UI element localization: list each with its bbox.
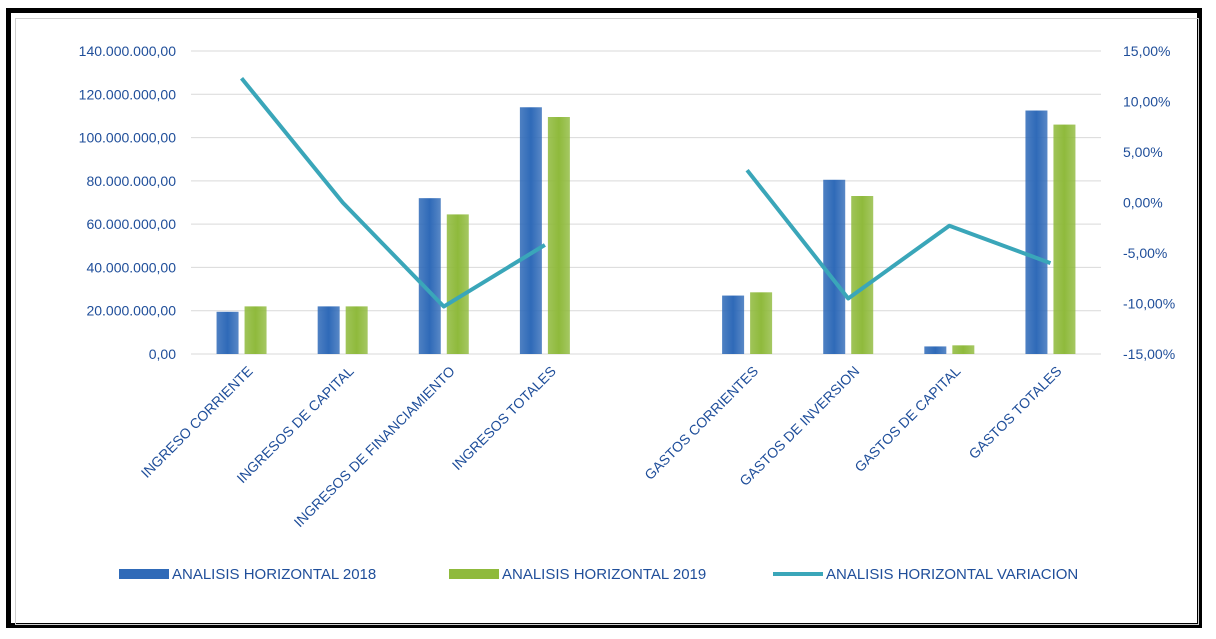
left-tick-label: 140.000.000,00 xyxy=(79,43,177,59)
legend-label: ANALISIS HORIZONTAL 2018 xyxy=(172,566,376,583)
category-label: INGRESOS DE CAPITAL xyxy=(233,363,357,487)
right-tick-label: 15,00% xyxy=(1123,43,1170,59)
legend-swatch xyxy=(119,569,169,579)
bar-2018 xyxy=(823,179,846,354)
category-label: GASTOS TOTALES xyxy=(965,363,1064,462)
left-axis-ticks: 0,00 20.000.000,00 40.000.000,00 60.000.000… xyxy=(79,43,177,362)
gridlines xyxy=(191,50,1101,355)
category-label: INGRESOS DE FINANCIAMIENTO xyxy=(291,363,458,530)
right-axis-ticks: -15,00% -10,00% -5,00% 0,00% 5,00% 10,00% 15,0… xyxy=(1123,43,1175,362)
bar-2019 xyxy=(750,292,773,354)
left-tick-label: 100.000.000,00 xyxy=(79,130,177,146)
variation-line xyxy=(240,77,1052,309)
category-label: GASTOS DE INVERSION xyxy=(736,363,862,489)
category-label: GASTOS DE CAPITAL xyxy=(851,363,963,475)
bar-2018 xyxy=(317,306,340,354)
bar-2018 xyxy=(216,311,239,354)
bar-2018 xyxy=(418,198,441,354)
right-tick-label: -10,00% xyxy=(1123,296,1175,312)
right-tick-label: 5,00% xyxy=(1123,144,1163,160)
chart-area: 0,00 20.000.000,00 40.000.000,00 60.000.000… xyxy=(15,18,1199,625)
bar-2019 xyxy=(851,196,874,354)
bar-2019 xyxy=(952,345,975,354)
bar-2018 xyxy=(722,295,745,354)
legend-label: ANALISIS HORIZONTAL 2019 xyxy=(502,566,706,583)
bar-2018 xyxy=(519,107,542,355)
bar-2019 xyxy=(244,306,267,354)
bars xyxy=(216,107,1076,355)
left-tick-label: 0,00 xyxy=(149,346,176,362)
bar-2019 xyxy=(446,214,469,354)
bar-2019 xyxy=(547,117,570,354)
left-tick-label: 20.000.000,00 xyxy=(86,303,176,319)
variation-line-segment xyxy=(240,77,546,309)
right-tick-label: -15,00% xyxy=(1123,346,1175,362)
bar-2018 xyxy=(924,346,947,354)
left-tick-label: 80.000.000,00 xyxy=(86,173,176,189)
bar-2019 xyxy=(1053,124,1076,354)
left-tick-label: 40.000.000,00 xyxy=(86,259,176,275)
right-tick-label: 10,00% xyxy=(1123,94,1170,110)
chart-frame xyxy=(6,8,1202,628)
bar-2018 xyxy=(1025,110,1048,355)
category-label: GASTOS CORRIENTES xyxy=(641,363,761,483)
legend-label: ANALISIS HORIZONTAL VARIACION xyxy=(826,566,1078,583)
variation-line-segment xyxy=(745,168,1052,301)
right-tick-label: -5,00% xyxy=(1123,245,1167,261)
legend-swatch xyxy=(449,569,499,579)
category-label: INGRESOS TOTALES xyxy=(449,363,559,473)
bar-2019 xyxy=(345,306,368,354)
left-tick-label: 60.000.000,00 xyxy=(86,216,176,232)
legend: ANALISIS HORIZONTAL 2018 ANALISIS HORIZON… xyxy=(119,566,1078,583)
category-label: INGRESO CORRIENTE xyxy=(138,363,256,481)
right-tick-label: 0,00% xyxy=(1123,195,1163,211)
combo-chart: 0,00 20.000.000,00 40.000.000,00 60.000.000… xyxy=(79,43,1175,583)
left-tick-label: 120.000.000,00 xyxy=(79,86,177,102)
